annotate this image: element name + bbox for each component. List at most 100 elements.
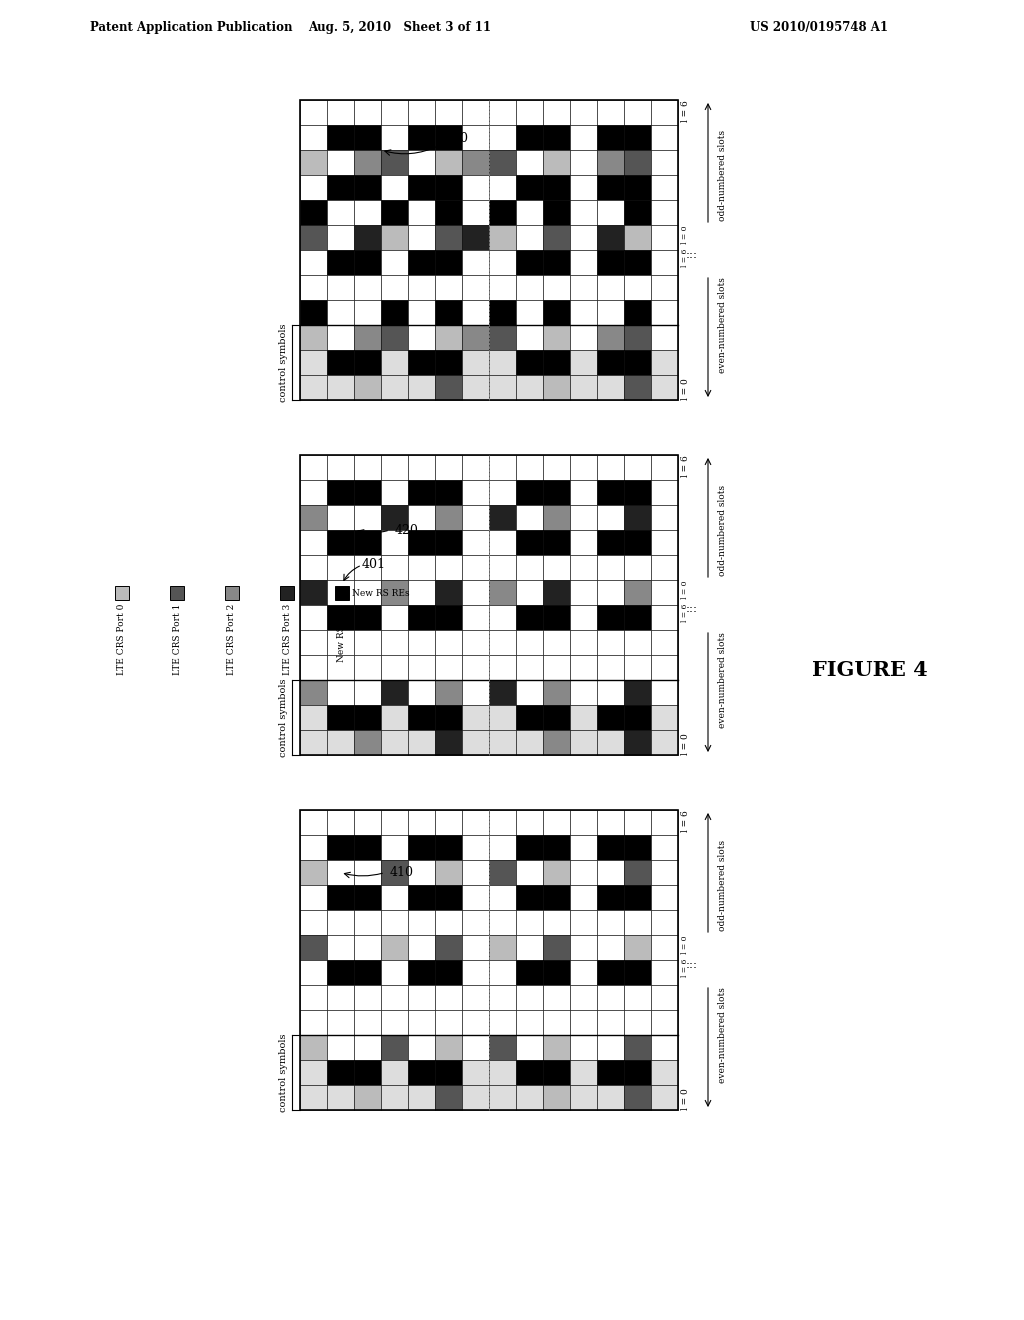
Bar bbox=[624, 579, 651, 605]
Bar bbox=[570, 506, 597, 531]
Bar bbox=[516, 176, 543, 201]
Bar bbox=[354, 325, 381, 350]
Bar bbox=[327, 884, 354, 909]
Bar bbox=[280, 586, 294, 601]
Bar bbox=[651, 249, 678, 275]
Bar bbox=[435, 655, 462, 680]
Bar bbox=[543, 960, 570, 985]
Bar bbox=[543, 300, 570, 325]
Bar bbox=[462, 985, 489, 1010]
Bar bbox=[516, 1060, 543, 1085]
Bar bbox=[300, 531, 327, 554]
Bar bbox=[300, 150, 327, 176]
Bar bbox=[170, 586, 184, 601]
Bar bbox=[300, 1060, 327, 1085]
Bar bbox=[300, 579, 327, 605]
Bar bbox=[651, 554, 678, 579]
Bar bbox=[381, 554, 408, 579]
Bar bbox=[327, 176, 354, 201]
Text: odd-numbered slots: odd-numbered slots bbox=[718, 840, 727, 931]
Bar bbox=[335, 586, 349, 601]
Bar bbox=[354, 655, 381, 680]
Text: US 2010/0195748 A1: US 2010/0195748 A1 bbox=[750, 21, 888, 34]
Bar bbox=[570, 960, 597, 985]
Bar bbox=[435, 680, 462, 705]
Bar bbox=[408, 531, 435, 554]
Bar bbox=[408, 935, 435, 960]
Bar bbox=[597, 176, 624, 201]
Bar bbox=[435, 730, 462, 755]
Bar bbox=[300, 224, 327, 249]
Bar bbox=[597, 201, 624, 224]
Bar bbox=[543, 150, 570, 176]
Bar bbox=[597, 655, 624, 680]
Bar bbox=[489, 605, 516, 630]
Bar bbox=[381, 1010, 408, 1035]
Bar bbox=[489, 201, 516, 224]
Bar bbox=[489, 1010, 516, 1035]
Bar bbox=[381, 506, 408, 531]
Bar bbox=[381, 325, 408, 350]
Bar bbox=[516, 325, 543, 350]
Text: 420: 420 bbox=[395, 524, 419, 536]
Text: even-numbered slots: even-numbered slots bbox=[718, 632, 727, 727]
Bar bbox=[489, 810, 516, 836]
Bar bbox=[489, 100, 516, 125]
Bar bbox=[651, 705, 678, 730]
Bar bbox=[597, 150, 624, 176]
Bar bbox=[225, 586, 239, 601]
Bar bbox=[570, 605, 597, 630]
Bar bbox=[489, 884, 516, 909]
Text: ...: ... bbox=[686, 953, 698, 966]
Bar bbox=[516, 884, 543, 909]
Text: 410: 410 bbox=[390, 866, 414, 879]
Bar bbox=[381, 100, 408, 125]
Bar bbox=[408, 480, 435, 506]
Bar bbox=[624, 884, 651, 909]
Bar bbox=[651, 300, 678, 325]
Bar bbox=[354, 375, 381, 400]
Bar bbox=[435, 705, 462, 730]
Bar bbox=[489, 506, 516, 531]
Bar bbox=[543, 554, 570, 579]
Bar bbox=[489, 1085, 516, 1110]
Bar bbox=[570, 985, 597, 1010]
Bar bbox=[408, 884, 435, 909]
Bar bbox=[570, 836, 597, 861]
Bar bbox=[408, 730, 435, 755]
Bar bbox=[597, 1060, 624, 1085]
Bar bbox=[651, 375, 678, 400]
Bar bbox=[624, 630, 651, 655]
Bar bbox=[597, 224, 624, 249]
Bar bbox=[327, 1060, 354, 1085]
Bar bbox=[624, 655, 651, 680]
Bar bbox=[516, 605, 543, 630]
Bar bbox=[435, 480, 462, 506]
Bar bbox=[462, 1010, 489, 1035]
Bar bbox=[354, 630, 381, 655]
Bar bbox=[327, 224, 354, 249]
Bar bbox=[354, 730, 381, 755]
Bar bbox=[354, 985, 381, 1010]
Bar bbox=[597, 506, 624, 531]
Bar bbox=[462, 960, 489, 985]
Bar bbox=[408, 630, 435, 655]
Bar bbox=[516, 705, 543, 730]
Bar bbox=[489, 150, 516, 176]
Bar bbox=[435, 861, 462, 884]
Text: ...: ... bbox=[686, 957, 698, 970]
Bar bbox=[489, 480, 516, 506]
Bar bbox=[327, 861, 354, 884]
Bar bbox=[327, 300, 354, 325]
Bar bbox=[354, 705, 381, 730]
Text: l = 6: l = 6 bbox=[681, 810, 690, 832]
Bar bbox=[597, 680, 624, 705]
Bar bbox=[408, 275, 435, 300]
Bar bbox=[516, 531, 543, 554]
Bar bbox=[327, 579, 354, 605]
Bar bbox=[381, 680, 408, 705]
Bar bbox=[624, 150, 651, 176]
Text: even-numbered slots: even-numbered slots bbox=[718, 277, 727, 374]
Bar bbox=[327, 836, 354, 861]
Bar bbox=[624, 300, 651, 325]
